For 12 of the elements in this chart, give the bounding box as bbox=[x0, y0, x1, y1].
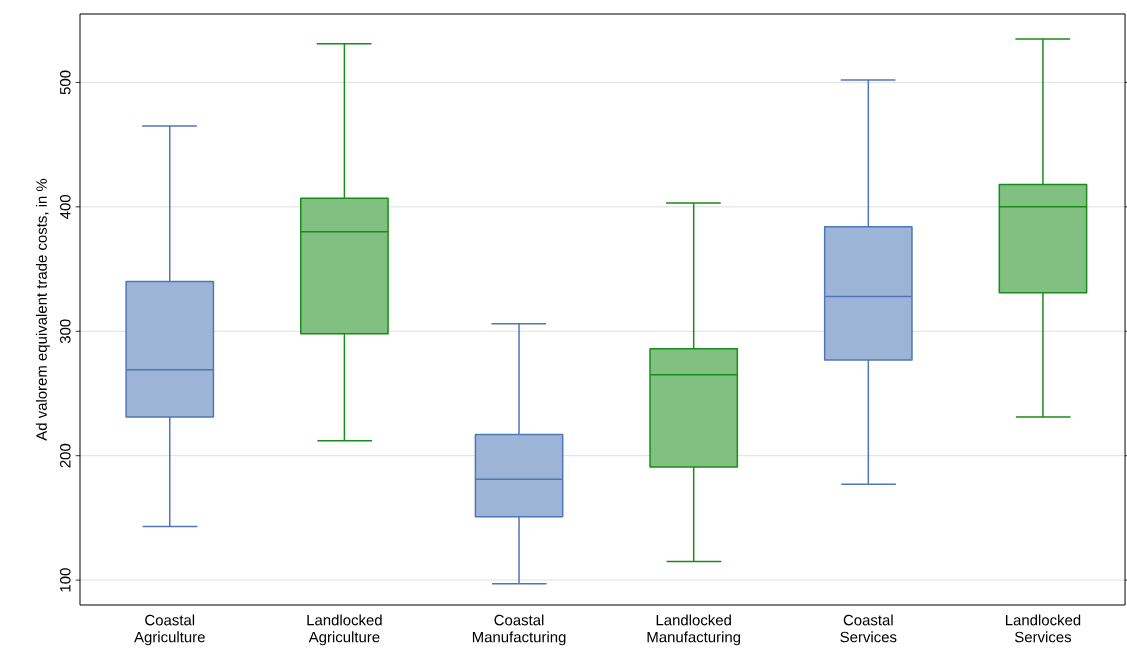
y-tick-label: 200 bbox=[59, 443, 71, 468]
x-tick-label: Coastal Manufacturing bbox=[472, 614, 566, 646]
y-axis-title: Ad valorem equivalent trade costs, in % bbox=[35, 178, 50, 441]
x-tick-label: Landlocked Manufacturing bbox=[647, 614, 741, 646]
y-tick-label: 100 bbox=[59, 568, 71, 592]
y-tick-label: 500 bbox=[59, 70, 71, 95]
x-tick-label: Landlocked Agriculture bbox=[307, 614, 382, 646]
x-tick-label: Coastal Agriculture bbox=[134, 614, 205, 646]
x-tick-label: Landlocked Services bbox=[1005, 614, 1081, 643]
y-tick-label: 400 bbox=[59, 194, 71, 219]
y-tick-label: 300 bbox=[59, 319, 71, 344]
x-tick-label: Coastal Services bbox=[840, 614, 897, 643]
